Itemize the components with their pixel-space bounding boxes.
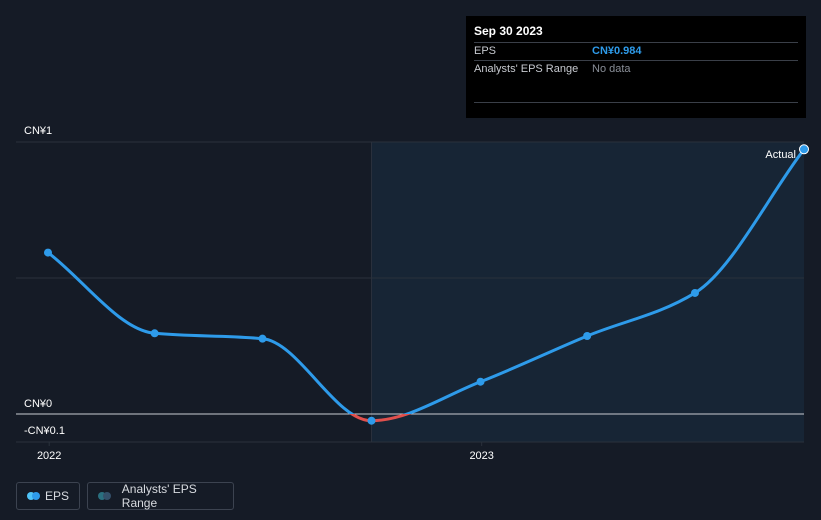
tooltip-label: EPS [474,45,497,57]
tooltip-row-range: Analysts' EPS Range No data [474,60,798,78]
forecast-band [371,142,804,442]
eps-data-point[interactable] [476,377,485,386]
x-tick-label: 2022 [37,450,61,462]
legend-range-button[interactable]: Analysts' EPS Range [87,482,234,510]
tooltip-date: Sep 30 2023 [474,24,543,38]
eps-data-point[interactable] [44,248,52,257]
tooltip-panel: Sep 30 2023 EPS CN¥0.984 Analysts' EPS R… [466,16,806,118]
eps-data-point[interactable] [150,329,159,338]
legend-eps-button[interactable]: EPS [16,482,80,510]
eps-data-point[interactable] [690,288,699,297]
eps-legend-icon [27,491,40,501]
legend-eps-label: EPS [44,489,69,503]
eps-data-point[interactable] [799,144,809,155]
legend-range-label: Analysts' EPS Range [121,482,197,510]
y-tick-label: CN¥0 [24,398,52,410]
eps-data-point[interactable] [258,334,267,343]
y-tick-label: -CN¥0.1 [24,425,65,437]
tooltip-row-eps: EPS CN¥0.984 [474,42,798,60]
range-legend-icon [98,491,116,501]
tooltip-value: CN¥0.984 [592,45,642,57]
y-tick-label: CN¥1 [24,125,52,137]
tooltip-value: No data [592,63,631,75]
eps-data-point[interactable] [583,331,592,340]
tooltip-divider [474,102,798,103]
eps-data-point[interactable] [367,416,376,425]
actual-annotation: Actual [765,149,796,161]
tooltip-label: Analysts' EPS Range [474,63,579,75]
x-tick-label: 2023 [469,450,493,462]
